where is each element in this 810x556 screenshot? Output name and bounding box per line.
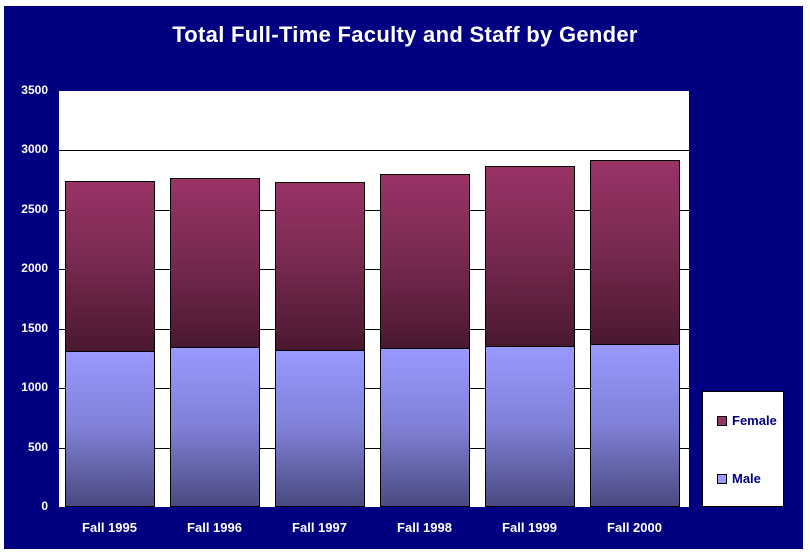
gridline bbox=[59, 150, 689, 152]
legend-item-female: Female bbox=[717, 413, 777, 428]
y-tick-label: 3000 bbox=[21, 142, 48, 157]
bar-male bbox=[169, 346, 260, 507]
bar-male bbox=[64, 350, 155, 507]
bar-female bbox=[589, 160, 680, 345]
y-tick-label: 2500 bbox=[21, 201, 48, 216]
legend-label-male: Male bbox=[732, 471, 761, 486]
bar-female bbox=[484, 166, 575, 348]
y-tick-label: 2000 bbox=[21, 261, 48, 276]
gridline bbox=[59, 447, 689, 449]
bar-male bbox=[379, 347, 470, 507]
bar-female bbox=[169, 178, 260, 348]
x-tick-label: Fall 2000 bbox=[607, 520, 662, 535]
legend-label-female: Female bbox=[732, 413, 777, 428]
x-tick-label: Fall 1997 bbox=[292, 520, 347, 535]
y-tick-label: 500 bbox=[27, 439, 48, 454]
gridline bbox=[59, 269, 689, 271]
y-tick-label: 3500 bbox=[21, 83, 48, 97]
female-swatch-icon bbox=[717, 415, 727, 426]
bar-male bbox=[274, 349, 365, 507]
gridline bbox=[59, 328, 689, 330]
legend-item-male: Male bbox=[717, 471, 761, 486]
y-tick-label: 0 bbox=[41, 499, 48, 513]
x-tick-label: Fall 1996 bbox=[187, 520, 242, 535]
x-tick-label: Fall 1995 bbox=[82, 520, 137, 535]
bar-female bbox=[379, 174, 470, 349]
gridline bbox=[59, 209, 689, 211]
bar-male bbox=[589, 343, 680, 507]
x-tick-label: Fall 1999 bbox=[502, 520, 557, 535]
male-swatch-icon bbox=[717, 473, 727, 484]
x-tick-label: Fall 1998 bbox=[397, 520, 452, 535]
legend: Female Male bbox=[702, 391, 784, 507]
y-tick-label: 1000 bbox=[21, 380, 48, 395]
bar-male bbox=[484, 346, 575, 507]
y-tick-label: 1500 bbox=[21, 320, 48, 335]
bar-female bbox=[274, 182, 365, 351]
chart-title: Total Full-Time Faculty and Staff by Gen… bbox=[172, 22, 638, 47]
gridline bbox=[59, 388, 689, 390]
plot-area bbox=[59, 91, 689, 507]
bar-female bbox=[64, 181, 155, 352]
